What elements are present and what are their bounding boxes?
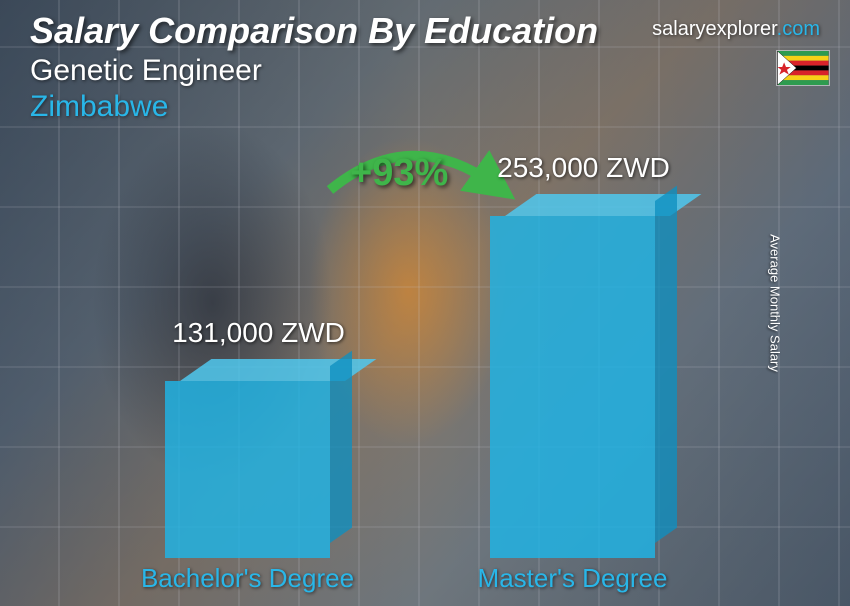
- main-title: Salary Comparison By Education: [30, 10, 598, 52]
- brand-part2: .com: [777, 18, 820, 40]
- subtitle-country: Zimbabwe: [30, 90, 598, 124]
- bar-label-0: Bachelor's Degree: [125, 563, 370, 594]
- brand-label: salaryexplorer.com: [652, 18, 820, 41]
- bar3d-0: [165, 359, 352, 558]
- bar-value-0: 131,000 ZWD: [145, 317, 372, 349]
- bar-front-face: [165, 381, 330, 558]
- chart-area: 131,000 ZWD Bachelor's Degree 253,000 ZWD M…: [0, 136, 850, 606]
- chart-container: Salary Comparison By Education Genetic E…: [0, 0, 850, 606]
- bar-front-face: [490, 216, 655, 558]
- bar-label-1: Master's Degree: [450, 563, 695, 594]
- brand-part1: salaryexplorer: [652, 18, 777, 40]
- flag-zimbabwe: [776, 50, 830, 86]
- bar-side-face: [330, 350, 352, 542]
- bar-0: 131,000 ZWD: [165, 317, 352, 558]
- subtitle-job: Genetic Engineer: [30, 54, 598, 88]
- bar-1: 253,000 ZWD: [490, 152, 677, 558]
- bar-value-1: 253,000 ZWD: [470, 152, 697, 184]
- title-block: Salary Comparison By Education Genetic E…: [30, 10, 598, 124]
- bar-side-face: [655, 185, 677, 542]
- bar3d-1: [490, 194, 677, 558]
